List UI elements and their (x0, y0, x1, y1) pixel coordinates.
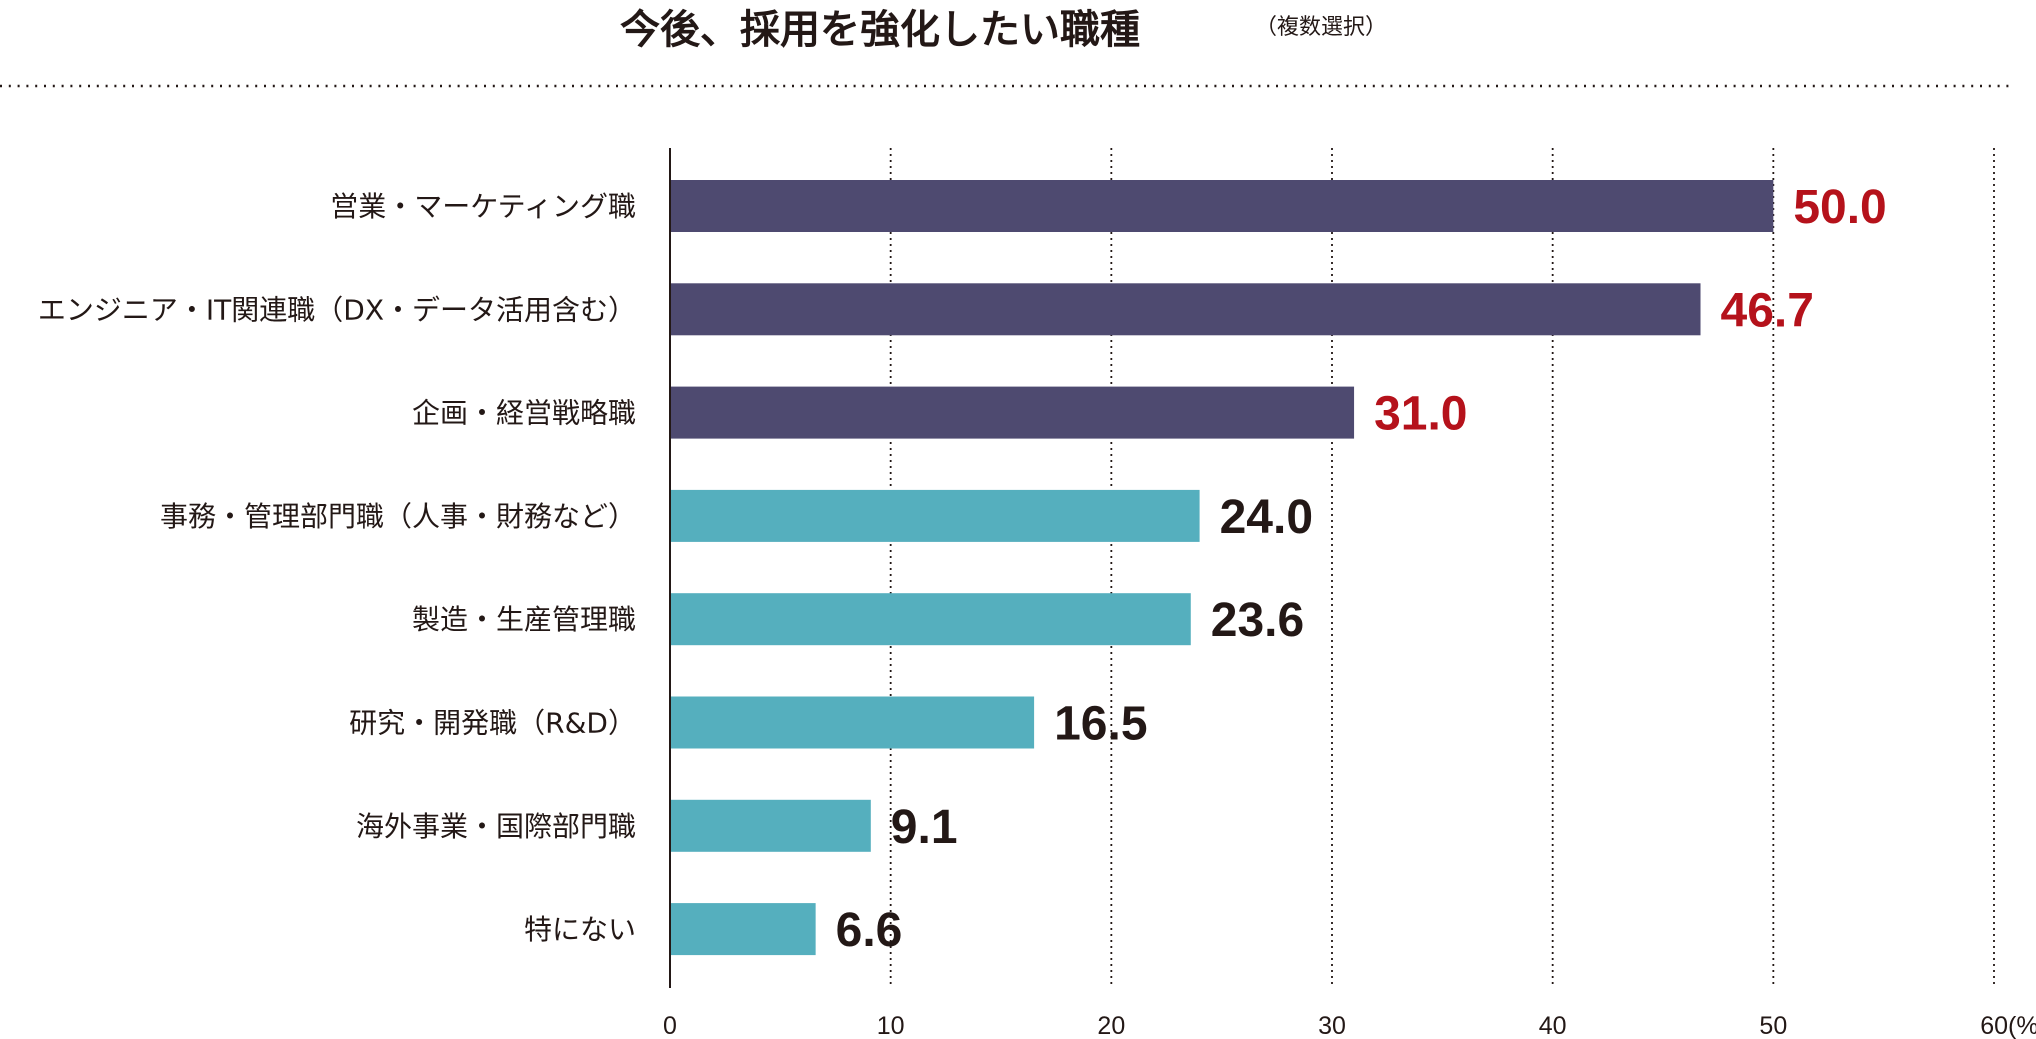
x-tick-label-0: 0 (663, 1012, 677, 1039)
category-label-7: 特にない (524, 913, 636, 946)
value-label-5: 16.5 (1054, 698, 1147, 751)
bar-1 (670, 283, 1701, 336)
grid-layer (889, 148, 1995, 988)
category-label-1: エンジニア・IT関連職（DX・データ活用含む） (38, 293, 636, 326)
value-label-6: 9.1 (891, 801, 958, 854)
x-tick-label-10: 10 (877, 1012, 905, 1039)
bar-3 (670, 489, 1200, 542)
category-label-3: 事務・管理部門職（人事・財務など） (160, 500, 636, 533)
value-label-3: 24.0 (1220, 491, 1313, 544)
value-label-0: 50.0 (1793, 181, 1886, 234)
x-axis-unit: (%) (2008, 1012, 2036, 1039)
bar-2 (670, 386, 1355, 439)
bars-layer: 50.0 46.7 31.0 24.0 23.6 16.5 9.1 6.6 (670, 180, 1887, 957)
bar-0 (670, 180, 1774, 232)
bar-7 (670, 903, 816, 956)
bar-5 (670, 696, 1035, 749)
value-label-2: 31.0 (1374, 388, 1467, 441)
axis-layer: 0 10 20 30 40 50 60(%) 営業・マーケティング職エンジニア・IT関連職（D… (38, 148, 2036, 1039)
category-label-5: 研究・開発職（R&D） (349, 707, 636, 740)
value-label-4: 23.6 (1211, 594, 1304, 647)
x-tick-label-60: 60 (1980, 1012, 2008, 1039)
bar-4 (670, 593, 1191, 646)
value-label-1: 46.7 (1721, 284, 1814, 337)
x-tick-label-50: 50 (1759, 1012, 1787, 1039)
chart-subtitle: （複数選択） (1255, 15, 1387, 40)
category-label-6: 海外事業・国際部門職 (356, 810, 636, 843)
x-tick-label-40: 40 (1539, 1012, 1567, 1039)
value-label-7: 6.6 (836, 904, 903, 957)
x-tick-label-30: 30 (1318, 1012, 1346, 1039)
category-label-0: 営業・マーケティング職 (330, 190, 636, 223)
bar-6 (670, 799, 871, 852)
category-label-2: 企画・経営戦略職 (412, 397, 636, 430)
chart-title: 今後、採用を強化したい職種 (620, 7, 1140, 53)
x-tick-label-20: 20 (1097, 1012, 1125, 1039)
category-label-4: 製造・生産管理職 (412, 603, 636, 636)
